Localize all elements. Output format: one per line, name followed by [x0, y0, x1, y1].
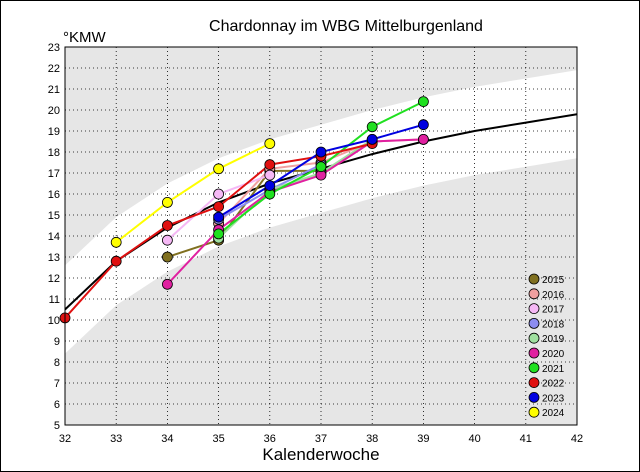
- legend-label-2020: 2020: [542, 349, 565, 360]
- legend-label-2023: 2023: [542, 393, 565, 404]
- x-axis-ticks: 32 33 34 35 36 37 38 39 40 41 42: [59, 433, 583, 445]
- x-tick-label: 37: [315, 433, 327, 445]
- legend-label-2021: 2021: [542, 364, 565, 375]
- y-tick-label: 18: [48, 147, 60, 159]
- y-tick-label: 5: [54, 420, 60, 432]
- x-tick-label: 36: [264, 433, 276, 445]
- y-tick-label: 23: [48, 42, 60, 54]
- data-point-2024: [213, 163, 225, 175]
- data-point-2020: [417, 133, 429, 145]
- y-axis-label: °KMW: [63, 29, 106, 46]
- legend-label-2017: 2017: [542, 305, 565, 316]
- data-point-2021: [366, 121, 378, 133]
- series-points: [59, 96, 429, 324]
- data-point-2021: [417, 96, 429, 107]
- x-tick-label: 39: [417, 433, 429, 445]
- x-tick-label: 35: [212, 433, 224, 445]
- legend-marker-2021: [528, 362, 540, 374]
- legend-label-2015: 2015: [542, 275, 565, 286]
- legend-marker-2023: [528, 391, 540, 403]
- y-tick-label: 19: [48, 126, 60, 138]
- legend: 2015 2016 2017 2018 2019 2020 2021 2022 2023 2024: [528, 273, 565, 419]
- legend-marker-2017: [528, 303, 540, 315]
- y-tick-label: 8: [54, 357, 60, 369]
- legend-label-2019: 2019: [542, 334, 565, 345]
- data-point-2024: [110, 236, 122, 248]
- x-tick-label: 41: [520, 433, 532, 445]
- legend-label-2016: 2016: [542, 290, 565, 301]
- legend-marker-2019: [528, 332, 540, 344]
- data-point-2022: [110, 255, 122, 267]
- data-point-2017: [161, 234, 173, 246]
- x-tick-label: 40: [468, 433, 480, 445]
- y-tick-label: 9: [54, 336, 60, 348]
- series-line-2020: [166, 138, 424, 285]
- x-tick-label: 33: [110, 433, 122, 445]
- data-point-2020: [161, 278, 173, 290]
- y-axis-ticks: 5 6 7 8 9 10 11 12 13 14 15 16 17 18 19 20 21 22 23: [48, 42, 60, 432]
- y-tick-label: 13: [48, 252, 60, 264]
- data-point-2024: [161, 196, 173, 208]
- x-tick-label: 38: [366, 433, 378, 445]
- chart-title: Chardonnay im WBG Mittelburgenland: [209, 18, 483, 35]
- data-point-2023: [366, 133, 378, 145]
- y-tick-label: 10: [48, 315, 60, 327]
- legend-marker-2022: [528, 377, 540, 389]
- data-point-2023: [213, 211, 225, 223]
- legend-label-2024: 2024: [542, 408, 565, 419]
- y-tick-label: 11: [49, 294, 60, 306]
- data-point-2022: [213, 201, 225, 213]
- data-point-2023: [315, 146, 327, 158]
- data-point-2024: [264, 138, 276, 150]
- grid-lines: [65, 47, 577, 425]
- y-tick-label: 12: [48, 273, 60, 285]
- y-tick-label: 6: [54, 399, 60, 411]
- y-tick-label: 14: [48, 231, 60, 243]
- data-point-2017: [213, 188, 225, 200]
- data-point-2023: [264, 180, 276, 192]
- plot-frame: [64, 46, 578, 426]
- data-point-2022: [161, 220, 173, 231]
- data-point-2022: [264, 159, 276, 171]
- legend-label-2022: 2022: [542, 379, 565, 390]
- y-tick-label: 21: [48, 84, 60, 96]
- data-point-2023: [417, 119, 429, 131]
- x-tick-label: 42: [571, 433, 583, 445]
- x-tick-label: 32: [59, 433, 71, 445]
- legend-marker-2024: [528, 406, 540, 418]
- series-line-2024: [115, 142, 271, 244]
- y-tick-label: 20: [48, 105, 60, 117]
- data-point-2021: [315, 161, 327, 173]
- legend-label-2018: 2018: [542, 319, 565, 330]
- x-axis-label: Kalenderwoche: [262, 445, 379, 464]
- y-tick-label: 17: [48, 168, 60, 180]
- legend-marker-2016: [528, 288, 540, 300]
- y-tick-label: 15: [48, 210, 60, 222]
- y-tick-label: 16: [48, 189, 60, 201]
- data-point-2021: [213, 228, 225, 240]
- legend-marker-2015: [528, 273, 540, 285]
- legend-marker-2018: [528, 317, 540, 329]
- y-tick-label: 22: [48, 63, 60, 75]
- legend-marker-2020: [528, 347, 540, 359]
- y-tick-label: 7: [54, 378, 60, 390]
- x-tick-label: 34: [161, 433, 173, 445]
- data-point-2017: [264, 169, 276, 181]
- data-point-2015: [161, 251, 173, 263]
